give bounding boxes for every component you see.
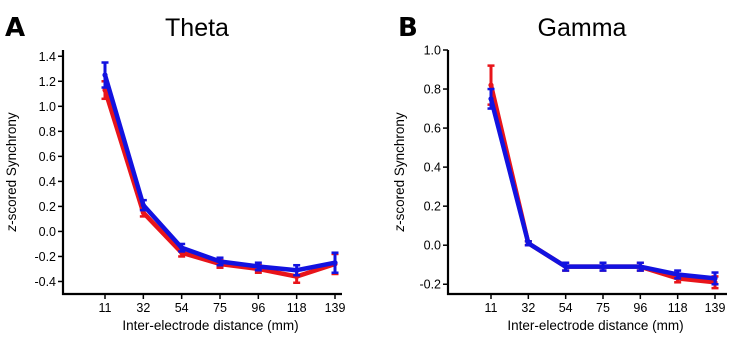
y-tick-label: 0.6 bbox=[424, 122, 441, 136]
x-tick-label: 139 bbox=[325, 301, 346, 315]
data-point bbox=[600, 264, 606, 270]
x-tick-label: 139 bbox=[705, 301, 726, 315]
data-point bbox=[294, 267, 300, 273]
x-tick-label: 11 bbox=[485, 301, 498, 315]
x-tick-label: 32 bbox=[521, 301, 535, 315]
chart-title: Gamma bbox=[538, 14, 627, 42]
y-tick-label: 0.0 bbox=[39, 225, 56, 239]
y-tick-label: 1.2 bbox=[39, 75, 56, 89]
y-axis-label-text: -scored Synchrony bbox=[392, 112, 407, 225]
series-1 bbox=[487, 87, 719, 286]
data-point bbox=[102, 72, 108, 78]
y-tick-label: 0.2 bbox=[39, 200, 56, 214]
series-line bbox=[488, 96, 718, 281]
y-axis-label-italic: z bbox=[4, 225, 19, 233]
y-axis-label: z-scored Synchrony bbox=[4, 112, 19, 233]
data-point bbox=[488, 82, 494, 88]
series-1 bbox=[101, 61, 339, 277]
series-0 bbox=[487, 64, 719, 290]
x-tick-label: 54 bbox=[559, 301, 573, 315]
data-point bbox=[140, 202, 146, 208]
series-line bbox=[488, 82, 718, 285]
data-point bbox=[255, 263, 261, 270]
y-tick-label: 0.6 bbox=[39, 150, 56, 164]
y-axis-label-italic: z bbox=[392, 225, 407, 233]
x-tick-label: 11 bbox=[99, 301, 112, 315]
y-axis-label: z-scored Synchrony bbox=[392, 112, 407, 233]
x-tick-label: 75 bbox=[596, 301, 610, 315]
y-tick-label: -0.2 bbox=[34, 250, 56, 264]
y-tick-label: -0.4 bbox=[34, 275, 56, 289]
chart-panel-b: B Gamma -0.2 0.0 0.2 0.4 0.6 0.8 1.0 11 32 54 75 96 11… bbox=[392, 13, 727, 333]
data-point bbox=[217, 258, 223, 265]
series-line bbox=[102, 87, 338, 279]
y-tick-label: -0.2 bbox=[419, 278, 441, 292]
x-tick-label: 75 bbox=[213, 301, 227, 315]
data-point bbox=[332, 260, 338, 266]
y-axis-label-text: -scored Synchrony bbox=[4, 112, 19, 225]
chart-title: Theta bbox=[165, 14, 229, 42]
panel-letter: B bbox=[398, 13, 418, 43]
x-tick-label: 32 bbox=[136, 301, 150, 315]
y-tick-label: 0.0 bbox=[424, 239, 441, 253]
chart-panel-a: A Theta -0.4 -0.2 0.0 0.2 0.4 0.6 0.8 1.0 1.2 1.4 11… bbox=[4, 13, 345, 333]
y-tick-label: 0.8 bbox=[39, 125, 56, 139]
x-tick-label: 96 bbox=[251, 301, 265, 315]
y-tick-label: 0.4 bbox=[424, 161, 441, 175]
x-tick-label: 118 bbox=[287, 301, 307, 315]
y-tick-label: 0.2 bbox=[424, 200, 441, 214]
y-tick-label: 1.0 bbox=[39, 100, 56, 114]
data-point bbox=[637, 264, 643, 270]
x-axis-label: Inter-electrode distance (mm) bbox=[507, 318, 683, 333]
x-tick-label: 54 bbox=[175, 301, 189, 315]
y-tick-label: 0.8 bbox=[424, 83, 441, 97]
series-line bbox=[102, 72, 338, 273]
x-tick-label: 118 bbox=[668, 301, 688, 315]
y-tick-label: 0.4 bbox=[39, 175, 56, 189]
data-point bbox=[712, 275, 718, 281]
data-point bbox=[488, 96, 494, 102]
y-tick-label: 1.4 bbox=[39, 50, 56, 64]
data-point bbox=[179, 245, 185, 251]
x-tick-label: 96 bbox=[633, 301, 647, 315]
data-point bbox=[675, 271, 681, 278]
data-point bbox=[563, 264, 569, 270]
panel-letter: A bbox=[5, 13, 25, 43]
data-point bbox=[525, 240, 531, 246]
y-tick-label: 1.0 bbox=[424, 44, 441, 58]
x-axis-label: Inter-electrode distance (mm) bbox=[122, 318, 298, 333]
